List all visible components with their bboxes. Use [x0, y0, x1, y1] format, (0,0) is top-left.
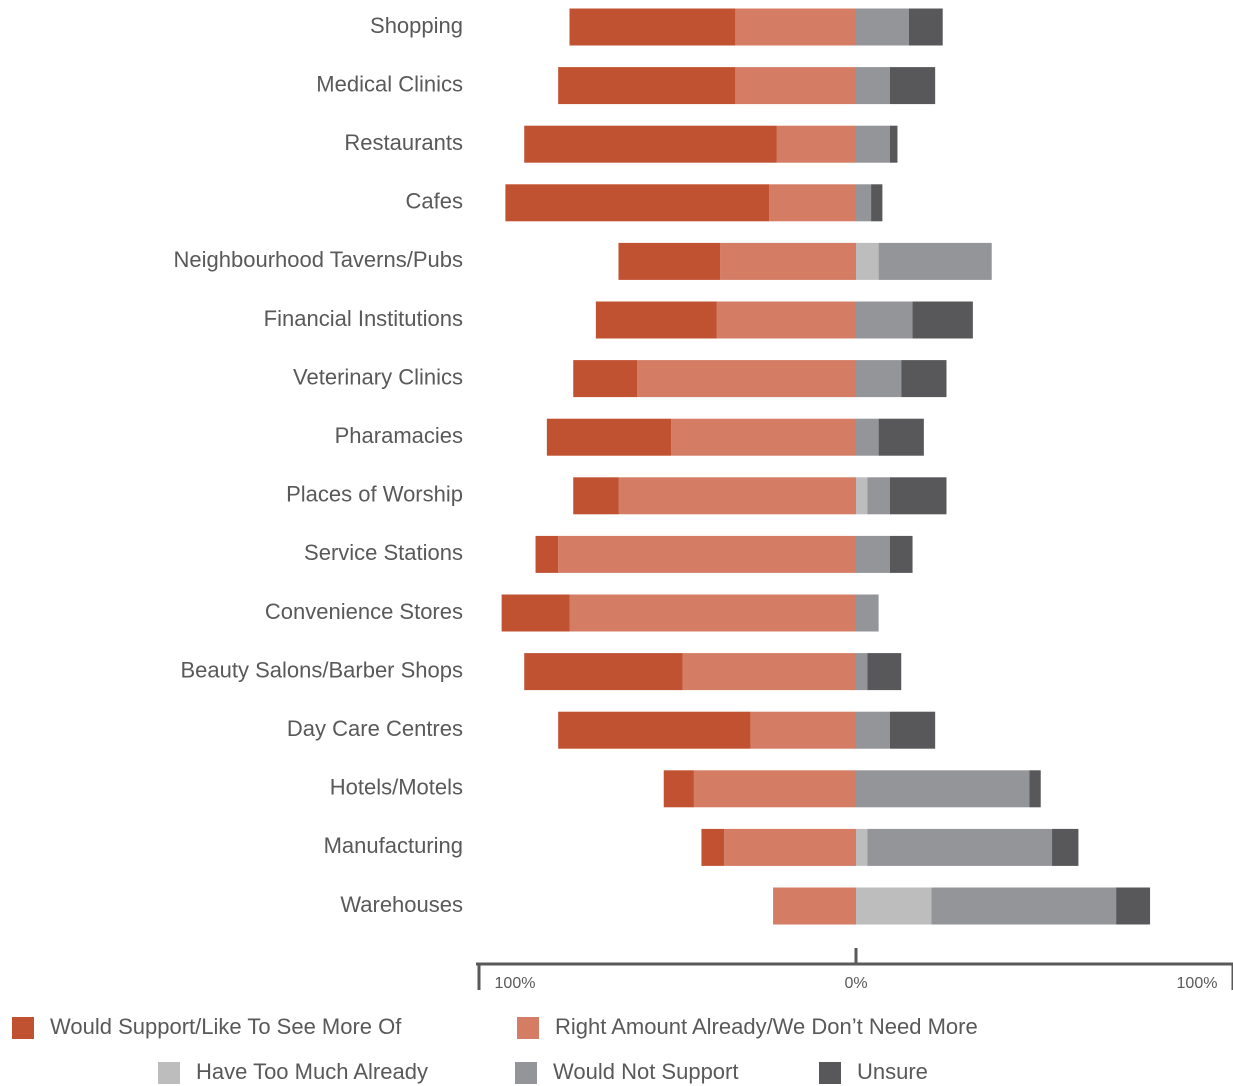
bar-segment	[867, 653, 902, 691]
category-label: Places of Worship	[286, 482, 463, 507]
bar-segment	[501, 594, 570, 632]
category-label: Service Stations	[304, 540, 463, 565]
bar-segment	[1052, 828, 1079, 866]
bar-segment	[569, 594, 856, 632]
x-tick-label: 0%	[844, 975, 867, 992]
bar-segment	[671, 418, 856, 456]
bar-segment	[856, 125, 890, 163]
bar-segment	[856, 418, 879, 456]
bar-segment	[856, 8, 909, 46]
bar-segment	[856, 770, 1030, 808]
category-label: Convenience Stores	[265, 599, 463, 624]
legend-label: Right Amount Already/We Don’t Need More	[555, 1014, 978, 1039]
bar-segment	[546, 418, 672, 456]
legend-swatch	[158, 1062, 180, 1084]
x-tick-label: 100%	[1177, 975, 1218, 992]
bar-segment	[856, 711, 890, 749]
bar-segment	[558, 535, 856, 573]
category-label: Hotels/Motels	[330, 775, 463, 800]
bar-segment	[701, 828, 725, 866]
bar-segment	[693, 770, 856, 808]
bar-segment	[573, 477, 619, 515]
category-label: Restaurants	[344, 130, 463, 155]
bar-segment	[931, 887, 1117, 925]
category-label: Cafes	[406, 189, 463, 214]
bar-segment	[750, 711, 856, 749]
bar-segment	[856, 477, 868, 515]
bar-segment	[856, 828, 868, 866]
legend-label: Would Support/Like To See More Of	[50, 1014, 402, 1039]
bar-segment	[867, 477, 890, 515]
bar-segment	[720, 242, 856, 280]
bar-segment	[524, 653, 683, 691]
bar-segment	[856, 887, 932, 925]
bar-segment	[856, 594, 879, 632]
bar-segment	[716, 301, 856, 339]
bar-segment	[682, 653, 856, 691]
bar-segment	[878, 418, 924, 456]
bar-segment	[889, 535, 913, 573]
category-label: Warehouses	[340, 892, 463, 917]
bar-segment	[569, 8, 736, 46]
legend-swatch	[12, 1017, 34, 1039]
category-label: Pharamacies	[335, 423, 463, 448]
x-tick-label: 100%	[495, 975, 536, 992]
legend-swatch	[517, 1017, 539, 1039]
bar-segment	[856, 67, 890, 105]
bar-segment	[901, 360, 947, 398]
bar-segment	[856, 653, 868, 691]
category-label: Neighbourhood Taverns/Pubs	[174, 247, 463, 272]
bar-segment	[908, 8, 943, 46]
bar-segment	[735, 67, 856, 105]
bar-segment	[871, 184, 883, 222]
category-label: Day Care Centres	[287, 716, 463, 741]
category-label: Beauty Salons/Barber Shops	[180, 657, 463, 682]
bar-segment	[535, 535, 559, 573]
bar-segment	[878, 242, 992, 280]
category-label: Veterinary Clinics	[293, 364, 463, 389]
category-label: Medical Clinics	[316, 71, 463, 96]
bar-segment	[769, 184, 856, 222]
bar-segment	[558, 711, 751, 749]
bar-segment	[912, 301, 973, 339]
category-label: Shopping	[370, 13, 463, 38]
bar-segment	[856, 535, 890, 573]
bar-segment	[735, 8, 856, 46]
bar-segment	[618, 242, 721, 280]
bar-segment	[595, 301, 717, 339]
bar-segment	[889, 125, 898, 163]
bar-segment	[618, 477, 856, 515]
legend-label: Unsure	[857, 1059, 928, 1084]
bar-segment	[889, 711, 936, 749]
bar-segment	[1116, 887, 1151, 925]
bar-segment	[856, 360, 902, 398]
bar-segment	[889, 67, 936, 105]
legend-label: Have Too Much Already	[196, 1059, 428, 1084]
bar-segment	[867, 828, 1053, 866]
bar-segment	[558, 67, 736, 105]
legend-swatch	[819, 1062, 841, 1084]
bar-segment	[505, 184, 770, 222]
category-label: Financial Institutions	[264, 306, 463, 331]
bar-segment	[637, 360, 856, 398]
bar-segment	[724, 828, 856, 866]
bar-segment	[856, 301, 913, 339]
category-label: Manufacturing	[324, 833, 463, 858]
legend-swatch	[515, 1062, 537, 1084]
bar-segment	[663, 770, 694, 808]
bar-segment	[856, 184, 872, 222]
bar-segment	[1029, 770, 1041, 808]
bar-segment	[856, 242, 879, 280]
legend-label: Would Not Support	[553, 1059, 738, 1084]
bar-segment	[889, 477, 947, 515]
bar-segment	[524, 125, 777, 163]
bar-segment	[773, 887, 856, 925]
bar-segment	[573, 360, 638, 398]
bar-segment	[776, 125, 856, 163]
